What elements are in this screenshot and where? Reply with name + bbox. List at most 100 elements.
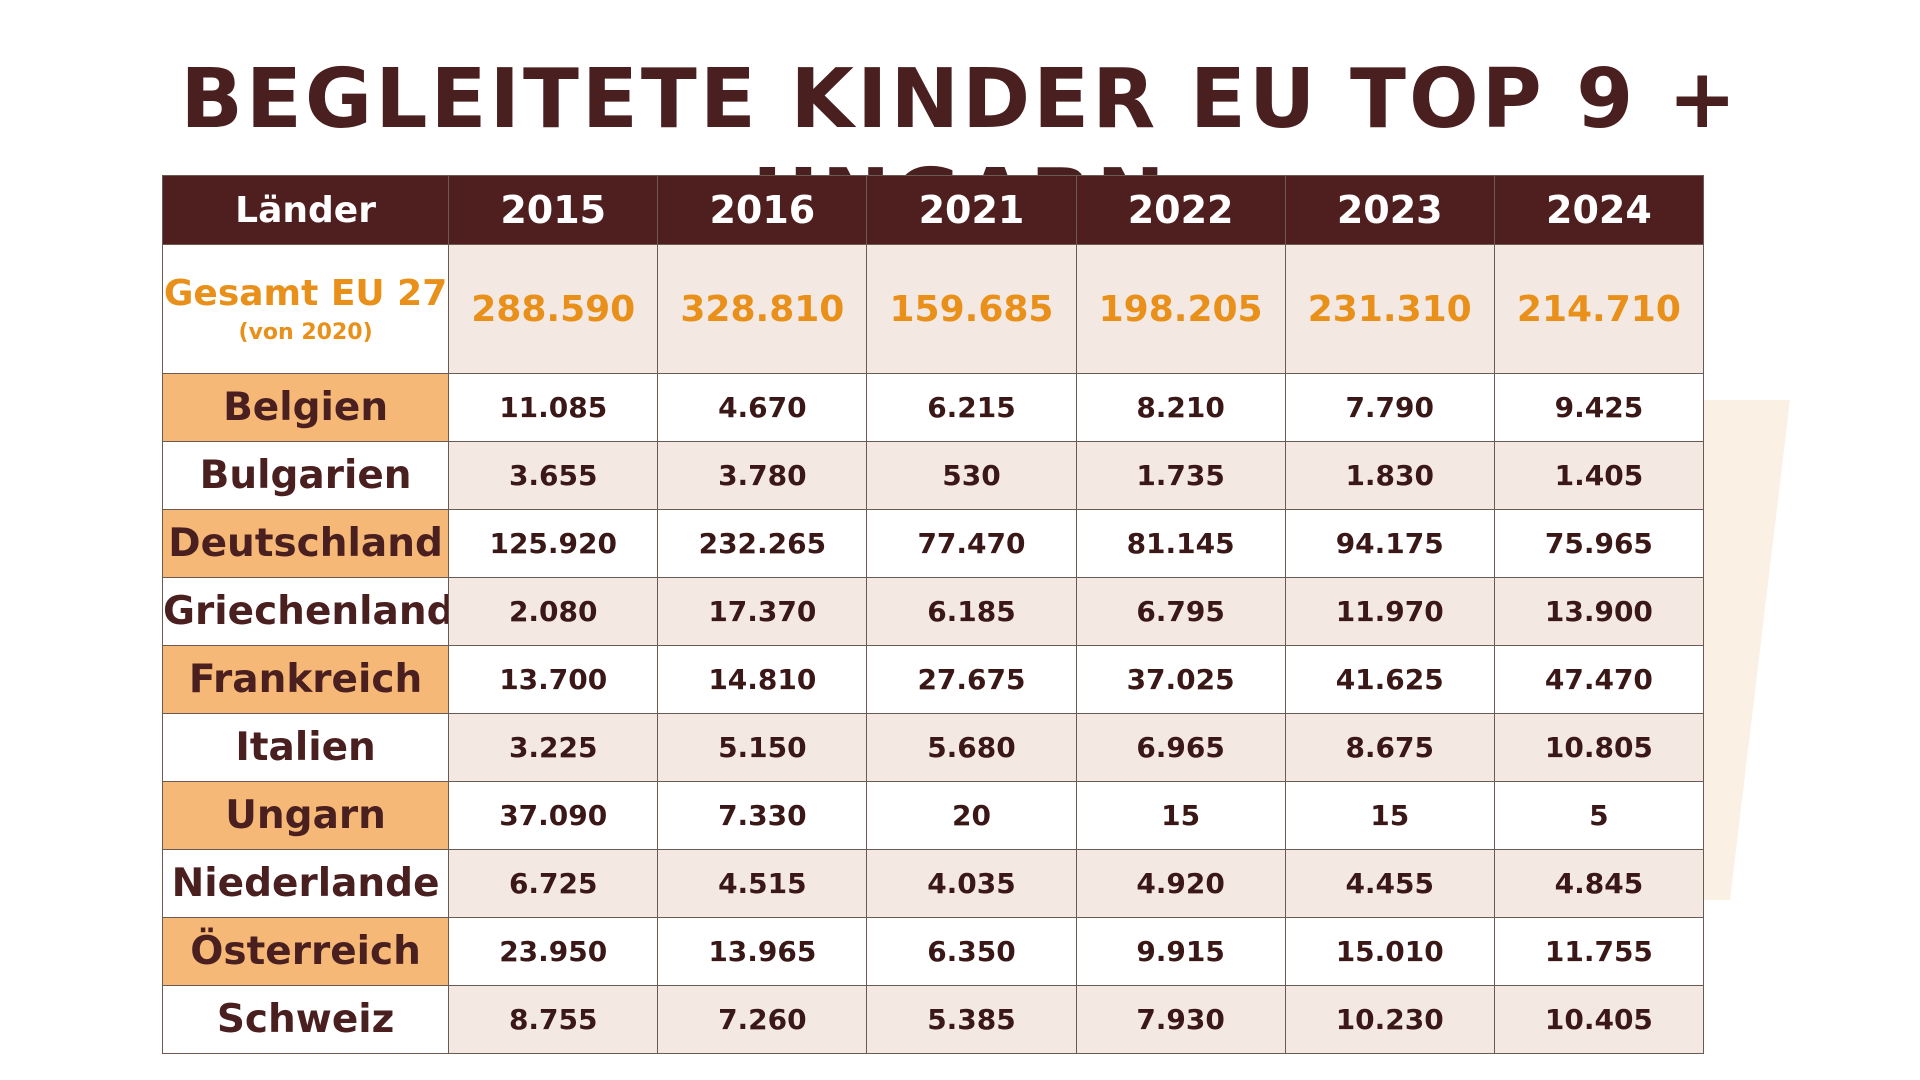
value-cell: 10.805 <box>1493 713 1705 782</box>
value-cell: 11.085 <box>448 373 659 442</box>
value-cell: 1.405 <box>1493 441 1705 510</box>
value-cell: 4.670 <box>657 373 868 442</box>
country-name: Schweiz <box>161 985 450 1054</box>
value-cell: 13.700 <box>448 645 659 714</box>
value-cell: 125.920 <box>448 509 659 578</box>
value-cell: 13.965 <box>657 917 868 986</box>
value-cell: 3.780 <box>657 441 868 510</box>
value-cell: 7.790 <box>1284 373 1495 442</box>
table-row: Griechenland 2.080 17.370 6.185 6.795 11… <box>161 577 1705 646</box>
value-cell: 94.175 <box>1284 509 1495 578</box>
value-cell: 4.515 <box>657 849 868 918</box>
value-cell: 27.675 <box>866 645 1077 714</box>
table-row: Ungarn 37.090 7.330 20 15 15 5 <box>161 781 1705 850</box>
value-cell: 75.965 <box>1493 509 1705 578</box>
country-name: Italien <box>161 713 450 782</box>
header-row: Länder 2015 2016 2021 2022 2023 2024 <box>161 175 1705 245</box>
value-cell: 77.470 <box>866 509 1077 578</box>
total-value: 159.685 <box>866 244 1077 374</box>
value-cell: 10.230 <box>1284 985 1495 1054</box>
value-cell: 5 <box>1493 781 1705 850</box>
country-name: Österreich <box>161 917 450 986</box>
value-cell: 15 <box>1284 781 1495 850</box>
value-cell: 6.725 <box>448 849 659 918</box>
value-cell: 4.455 <box>1284 849 1495 918</box>
total-sublabel: (von 2020) <box>238 320 373 346</box>
value-cell: 15.010 <box>1284 917 1495 986</box>
value-cell: 5.150 <box>657 713 868 782</box>
total-label-cell: Gesamt EU 27 (von 2020) <box>161 244 450 374</box>
value-cell: 2.080 <box>448 577 659 646</box>
value-cell: 232.265 <box>657 509 868 578</box>
column-header: 2016 <box>657 175 868 245</box>
value-cell: 11.755 <box>1493 917 1705 986</box>
column-header: 2023 <box>1284 175 1495 245</box>
value-cell: 11.970 <box>1284 577 1495 646</box>
value-cell: 8.675 <box>1284 713 1495 782</box>
value-cell: 7.330 <box>657 781 868 850</box>
country-name: Ungarn <box>161 781 450 850</box>
value-cell: 6.185 <box>866 577 1077 646</box>
value-cell: 13.900 <box>1493 577 1705 646</box>
total-row: Gesamt EU 27 (von 2020) 288.590 328.810 … <box>161 244 1705 374</box>
total-value: 198.205 <box>1075 244 1286 374</box>
value-cell: 6.965 <box>1075 713 1286 782</box>
total-value: 231.310 <box>1284 244 1495 374</box>
value-cell: 37.090 <box>448 781 659 850</box>
total-value: 328.810 <box>657 244 868 374</box>
value-cell: 15 <box>1075 781 1286 850</box>
value-cell: 9.425 <box>1493 373 1705 442</box>
country-name: Bulgarien <box>161 441 450 510</box>
country-name: Belgien <box>161 373 450 442</box>
value-cell: 3.655 <box>448 441 659 510</box>
value-cell: 14.810 <box>657 645 868 714</box>
value-cell: 4.920 <box>1075 849 1286 918</box>
table-row: Österreich 23.950 13.965 6.350 9.915 15.… <box>161 917 1705 986</box>
value-cell: 4.845 <box>1493 849 1705 918</box>
value-cell: 37.025 <box>1075 645 1286 714</box>
value-cell: 4.035 <box>866 849 1077 918</box>
total-label: Gesamt EU 27 <box>163 272 448 314</box>
country-name: Griechenland <box>161 577 450 646</box>
value-cell: 81.145 <box>1075 509 1286 578</box>
value-cell: 5.385 <box>866 985 1077 1054</box>
table-row: Deutschland 125.920 232.265 77.470 81.14… <box>161 509 1705 578</box>
value-cell: 20 <box>866 781 1077 850</box>
value-cell: 7.260 <box>657 985 868 1054</box>
table-row: Niederlande 6.725 4.515 4.035 4.920 4.45… <box>161 849 1705 918</box>
value-cell: 1.735 <box>1075 441 1286 510</box>
value-cell: 6.350 <box>866 917 1077 986</box>
country-name: Deutschland <box>161 509 450 578</box>
value-cell: 6.215 <box>866 373 1077 442</box>
value-cell: 10.405 <box>1493 985 1705 1054</box>
data-table: Länder 2015 2016 2021 2022 2023 2024 Ges… <box>161 175 1705 1054</box>
country-name: Niederlande <box>161 849 450 918</box>
value-cell: 6.795 <box>1075 577 1286 646</box>
total-value: 214.710 <box>1493 244 1705 374</box>
table-row: Schweiz 8.755 7.260 5.385 7.930 10.230 1… <box>161 985 1705 1054</box>
value-cell: 8.210 <box>1075 373 1286 442</box>
column-header: 2015 <box>448 175 659 245</box>
column-header: 2024 <box>1493 175 1705 245</box>
total-value: 288.590 <box>448 244 659 374</box>
value-cell: 5.680 <box>866 713 1077 782</box>
value-cell: 7.930 <box>1075 985 1286 1054</box>
table-row: Belgien 11.085 4.670 6.215 8.210 7.790 9… <box>161 373 1705 442</box>
column-header: 2022 <box>1075 175 1286 245</box>
value-cell: 23.950 <box>448 917 659 986</box>
value-cell: 41.625 <box>1284 645 1495 714</box>
column-header: 2021 <box>866 175 1077 245</box>
table-row: Frankreich 13.700 14.810 27.675 37.025 4… <box>161 645 1705 714</box>
table-row: Italien 3.225 5.150 5.680 6.965 8.675 10… <box>161 713 1705 782</box>
value-cell: 17.370 <box>657 577 868 646</box>
value-cell: 1.830 <box>1284 441 1495 510</box>
value-cell: 8.755 <box>448 985 659 1054</box>
value-cell: 3.225 <box>448 713 659 782</box>
value-cell: 530 <box>866 441 1077 510</box>
country-name: Frankreich <box>161 645 450 714</box>
column-header: Länder <box>161 175 450 245</box>
table-row: Bulgarien 3.655 3.780 530 1.735 1.830 1.… <box>161 441 1705 510</box>
value-cell: 9.915 <box>1075 917 1286 986</box>
value-cell: 47.470 <box>1493 645 1705 714</box>
